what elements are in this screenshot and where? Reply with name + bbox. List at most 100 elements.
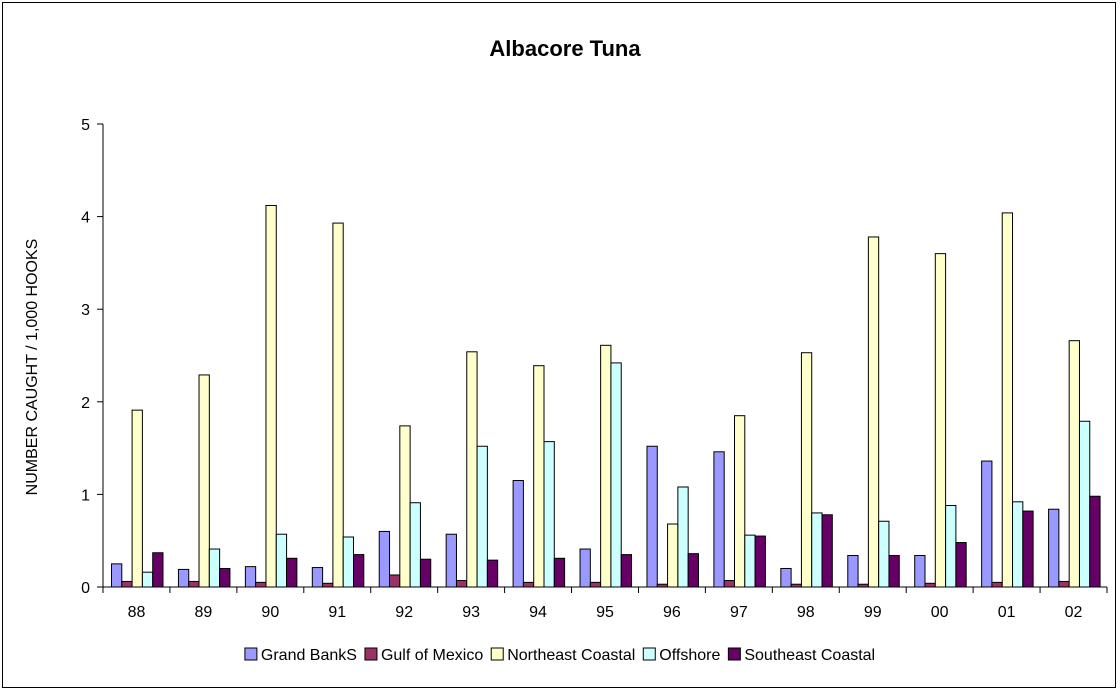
bar-grand-banks-00 xyxy=(914,555,926,588)
y-axis-label: NUMBER CAUGHT / 1,000 HOOKS xyxy=(24,239,41,496)
bar-offshore-89 xyxy=(208,548,221,588)
y-tick-label: 1 xyxy=(81,487,90,504)
bar-grand-banks-95 xyxy=(579,548,591,588)
bar-offshore-94 xyxy=(543,441,555,588)
bar-grand-banks-98 xyxy=(780,567,792,588)
bar-southeast-coastal-98 xyxy=(821,514,833,588)
x-tick-label: 89 xyxy=(195,604,213,621)
bar-grand-banks-90 xyxy=(244,566,257,588)
bar-southeast-coastal-01 xyxy=(1022,510,1034,588)
bar-northeast-coastal-91 xyxy=(332,222,344,588)
bar-offshore-01 xyxy=(1012,501,1024,588)
bar-gulf-of-mexico-97 xyxy=(723,580,736,588)
y-tick-label: 0 xyxy=(81,580,90,597)
y-tick-label: 2 xyxy=(81,395,90,412)
bar-southeast-coastal-88 xyxy=(152,552,164,588)
x-tick-label: 00 xyxy=(931,604,949,621)
bar-offshore-96 xyxy=(677,486,689,588)
legend-swatch-grand-banks xyxy=(244,647,258,661)
bar-southeast-coastal-93 xyxy=(486,559,499,588)
bar-northeast-coastal-97 xyxy=(734,415,746,588)
y-tick-label: 4 xyxy=(81,210,90,227)
bar-southeast-coastal-02 xyxy=(1089,495,1101,588)
x-tick-label: 02 xyxy=(1065,604,1083,621)
bar-offshore-97 xyxy=(744,534,756,588)
bar-northeast-coastal-00 xyxy=(934,253,947,588)
legend-swatch-northeast-coastal xyxy=(490,647,504,661)
bar-southeast-coastal-90 xyxy=(286,557,298,588)
x-tick-label: 91 xyxy=(328,604,346,621)
bar-gulf-of-mexico-00 xyxy=(924,582,936,588)
bar-northeast-coastal-93 xyxy=(466,351,478,588)
bar-northeast-coastal-01 xyxy=(1001,212,1014,588)
bar-gulf-of-mexico-95 xyxy=(589,581,602,588)
bar-offshore-02 xyxy=(1078,420,1091,588)
bar-grand-banks-94 xyxy=(512,480,524,588)
x-tick-label: 98 xyxy=(797,604,815,621)
bar-southeast-coastal-89 xyxy=(219,567,231,588)
x-tick-label: 97 xyxy=(730,604,748,621)
bar-southeast-coastal-97 xyxy=(754,535,766,588)
bar-grand-banks-02 xyxy=(1048,508,1060,588)
legend: Grand BankS Gulf of Mexico Northeast Coast… xyxy=(244,647,875,664)
bar-northeast-coastal-94 xyxy=(533,365,545,588)
legend-label-southeast-coastal: Southeast Coastal xyxy=(744,647,875,664)
bar-northeast-coastal-90 xyxy=(265,204,277,588)
bar-southeast-coastal-92 xyxy=(419,558,432,588)
chart-title: Albacore Tuna xyxy=(489,36,641,61)
bar-southeast-coastal-99 xyxy=(888,555,900,588)
x-tick-label: 93 xyxy=(462,604,480,621)
bar-gulf-of-mexico-93 xyxy=(455,580,468,588)
legend-label-northeast-coastal: Northeast Coastal xyxy=(507,647,635,664)
bar-northeast-coastal-95 xyxy=(600,344,612,588)
bar-southeast-coastal-95 xyxy=(620,554,633,588)
bar-grand-banks-97 xyxy=(713,451,725,588)
bar-northeast-coastal-98 xyxy=(800,352,813,588)
y-tick-label: 5 xyxy=(81,117,90,134)
bar-grand-banks-99 xyxy=(847,555,859,588)
bar-grand-banks-89 xyxy=(177,568,190,588)
x-tick-label: 94 xyxy=(529,604,547,621)
bar-northeast-coastal-92 xyxy=(399,425,411,588)
legend-label-gulf-of-mexico: Gulf of Mexico xyxy=(381,647,483,664)
bars-group xyxy=(111,204,1101,588)
bar-northeast-coastal-99 xyxy=(867,236,880,588)
bar-grand-banks-88 xyxy=(111,563,123,588)
bar-grand-banks-01 xyxy=(981,460,993,588)
bar-gulf-of-mexico-91 xyxy=(322,582,334,588)
x-tick-label: 95 xyxy=(596,604,614,621)
x-tick-label: 96 xyxy=(663,604,681,621)
legend-label-offshore: Offshore xyxy=(659,647,720,664)
x-tick-label: 92 xyxy=(395,604,413,621)
legend-swatch-offshore xyxy=(642,647,656,661)
bar-gulf-of-mexico-92 xyxy=(389,574,401,588)
bar-northeast-coastal-88 xyxy=(131,409,143,588)
bar-grand-banks-91 xyxy=(311,567,324,588)
bar-gulf-of-mexico-02 xyxy=(1058,580,1070,588)
bar-offshore-88 xyxy=(141,571,154,588)
bar-southeast-coastal-96 xyxy=(687,553,699,588)
x-tick-label: 88 xyxy=(128,604,146,621)
bar-offshore-93 xyxy=(476,445,488,588)
bar-offshore-95 xyxy=(610,362,622,588)
bar-offshore-91 xyxy=(342,536,355,588)
bar-gulf-of-mexico-89 xyxy=(188,580,200,588)
legend-swatch-gulf-of-mexico xyxy=(364,647,378,661)
bar-northeast-coastal-96 xyxy=(667,523,679,588)
bar-offshore-98 xyxy=(811,512,823,588)
bar-grand-banks-92 xyxy=(378,530,391,588)
bar-offshore-90 xyxy=(275,533,288,588)
bar-gulf-of-mexico-01 xyxy=(991,581,1003,588)
bar-southeast-coastal-00 xyxy=(955,542,967,588)
bar-southeast-coastal-94 xyxy=(553,557,566,588)
x-tick-label: 01 xyxy=(998,604,1016,621)
bar-northeast-coastal-02 xyxy=(1068,340,1080,588)
legend-swatch-southeast-coastal xyxy=(727,647,741,661)
bar-grand-banks-96 xyxy=(646,445,658,588)
bar-offshore-00 xyxy=(945,505,957,588)
x-tick-label: 90 xyxy=(261,604,279,621)
bar-grand-banks-93 xyxy=(445,533,457,588)
bar-offshore-99 xyxy=(878,520,890,588)
